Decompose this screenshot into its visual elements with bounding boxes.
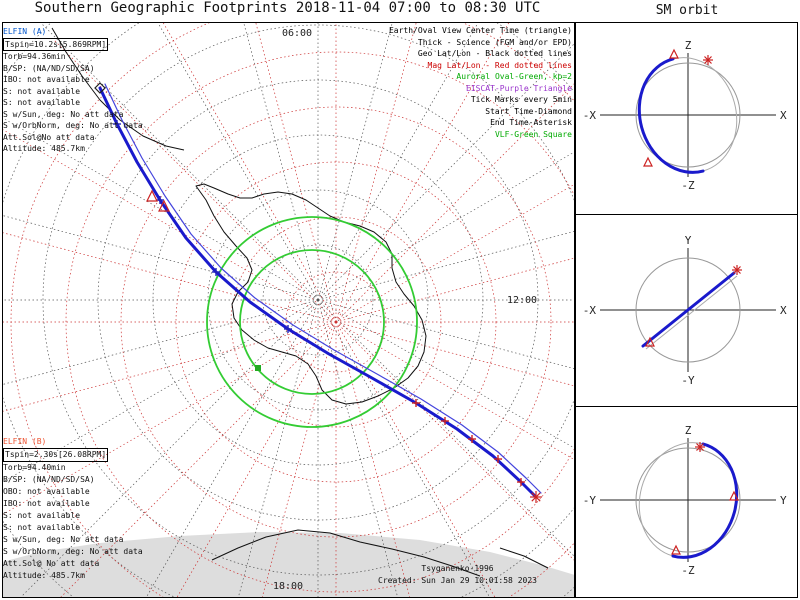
- elfin-b-line: Altitude: 485.7km: [3, 571, 85, 580]
- svg-text:-X: -X: [583, 304, 597, 317]
- svg-text:-Y: -Y: [681, 374, 695, 387]
- svg-text:X: X: [780, 109, 787, 122]
- svg-text:-Z: -Z: [681, 179, 695, 192]
- svg-text:06:00: 06:00: [282, 28, 312, 39]
- elfin-a-title: ELFIN (A): [3, 27, 47, 36]
- legend-line: EISCAT-Purple Triangle: [466, 83, 572, 93]
- model-credit-block: Tsyganenko-1996 Created: Sun Jan 29 10:0…: [360, 563, 555, 587]
- svg-text:Y: Y: [685, 234, 692, 247]
- elfin-b-tspin: Tspin=2.30s[26.08RPM]: [3, 448, 143, 462]
- elfin-a-line: S w/OrbNorm, deg: No att data: [3, 121, 143, 130]
- elfin-a-tspin-box: Tspin=10.2s[5.869RPM]: [3, 37, 109, 51]
- elfin-b-line: B/SP: (NA/ND/SD/SA): [3, 475, 95, 484]
- svg-text:18:00: 18:00: [273, 581, 303, 592]
- elfin-a-line: S w/Sun, deg: No att data: [3, 109, 124, 119]
- elfin-a-line: IBO: not available: [3, 75, 90, 84]
- elfin-a-info-block: ELFIN (A) Tspin=10.2s[5.869RPM] Torb=94.…: [3, 26, 143, 155]
- elfin-b-line: S w/Sun, deg: No att data: [3, 535, 124, 544]
- svg-text:-Y: -Y: [583, 494, 597, 507]
- field-model-label: Tsyganenko-1996: [421, 564, 494, 573]
- legend-line: Auroral Oval-Green, kp=2: [456, 72, 572, 81]
- elfin-b-line: Att.Sol@ No att data: [3, 559, 100, 568]
- elfin-a-line: Altitude: 485.7km: [3, 144, 85, 153]
- elfin-b-line: S: not available: [3, 523, 81, 532]
- legend-line: VLF-Green Square: [494, 129, 572, 139]
- page-title: Southern Geographic Footprints 2018-11-0…: [34, 0, 541, 16]
- svg-text:12:00: 12:00: [507, 295, 537, 306]
- legend-line: Thick - Science (FGM and/or EPD): [417, 37, 572, 47]
- sm-orbit-title: SM orbit: [655, 3, 719, 18]
- legend-line: Start Time-Diamond: [485, 106, 572, 116]
- created-timestamp: Created: Sun Jan 29 10:01:58 2023: [378, 576, 537, 585]
- legend-line: Mag Lat/Lon - Red dotted lines: [427, 60, 573, 70]
- svg-text:-X: -X: [583, 109, 597, 122]
- svg-text:Z: Z: [685, 39, 692, 52]
- elfin-a-line: B/SP: (NA/ND/SD/SA): [3, 63, 95, 73]
- elfin-b-line: S w/OrbNorm, deg: No att data: [3, 547, 143, 556]
- legend-line: End Time-Asterisk: [490, 118, 572, 127]
- elfin-a-line: Torb=94.36min: [3, 52, 66, 61]
- svg-text:X: X: [780, 304, 787, 317]
- map-legend: Earth/Oval View Center Time (triangle) T…: [308, 25, 572, 140]
- legend-line: Tick Marks every 5min: [470, 95, 572, 104]
- elfin-a-line: S: not available: [3, 86, 81, 96]
- elfin-b-tspin-box: Tspin=2.30s[26.08RPM]: [3, 448, 109, 462]
- elfin-b-line: IBO: not available: [3, 499, 90, 508]
- elfin-a-tspin: Tspin=10.2s[5.869RPM]: [3, 37, 143, 51]
- elfin-b-line: OBO: not available: [3, 487, 90, 496]
- elfin-b-line: S: not available: [3, 511, 81, 520]
- legend-line: Geo Lat/Lon - Black dotted lines: [417, 49, 572, 58]
- svg-text:-Z: -Z: [681, 564, 695, 577]
- elfin-b-info-block: ELFIN (B) Tspin=2.30s[26.08RPM] Torb=94.…: [3, 436, 143, 582]
- elfin-b-title: ELFIN (B): [3, 437, 47, 446]
- svg-text:Y: Y: [780, 494, 787, 507]
- elfin-a-line: S: not available: [3, 98, 81, 107]
- svg-text:Z: Z: [685, 424, 692, 437]
- elfin-b-line: Torb=94.40min: [3, 463, 66, 472]
- legend-line: Earth/Oval View Center Time (triangle): [388, 26, 572, 35]
- elfin-a-line: Att.Sol@No att data: [3, 132, 95, 142]
